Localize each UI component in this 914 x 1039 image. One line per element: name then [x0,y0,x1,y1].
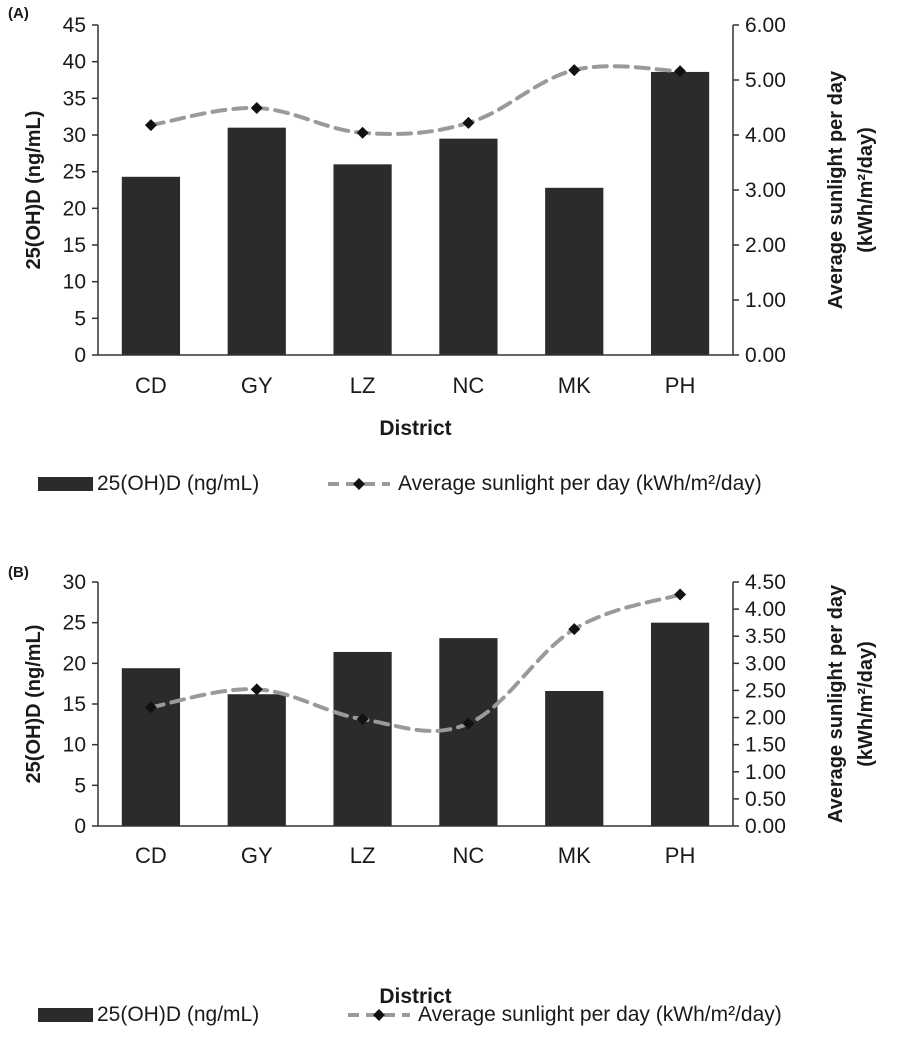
left-tick-label: 15 [63,234,86,257]
sunlight-point-gy [250,102,263,115]
left-tick-label: 0 [74,815,86,838]
left-axis-title: 25(OH)D (ng/mL) [23,111,45,270]
category-label: GY [241,373,273,398]
category-label: LZ [350,373,376,398]
right-tick-label: 0.50 [745,788,786,811]
left-tick-label: 5 [74,307,86,330]
x-axis-title: District [379,417,451,440]
left-tick-label: 30 [63,124,86,147]
left-tick-label: 20 [63,197,86,220]
right-tick-label: 2.00 [745,234,786,257]
category-label: CD [135,373,167,398]
right-axis-title-line1: Average sunlight per day [825,584,847,823]
category-label: GY [241,843,273,868]
left-tick-label: 25 [63,161,86,184]
right-tick-label: 2.00 [745,707,786,730]
sunlight-point-ph [674,588,687,601]
sunlight-point-lz [356,126,369,139]
sunlight-point-cd [144,701,157,714]
left-tick-label: 30 [63,571,86,594]
right-tick-label: 4.00 [745,124,786,147]
legend-line-marker [353,478,365,490]
legend: 25(OH)D (ng/mL) Average sunlight per day … [38,1003,782,1026]
sunlight-point-mk [568,623,581,636]
x-axis-title: District [379,985,451,1008]
category-label: PH [665,843,696,868]
bar-ph [650,622,710,826]
left-tick-label: 35 [63,87,86,110]
left-tick-label: 45 [63,14,86,37]
left-tick-label: 15 [63,693,86,716]
right-tick-label: 5.00 [745,69,786,92]
bar-gy [227,694,286,826]
sunlight-point-nc [462,116,475,129]
right-tick-label: 0.00 [745,344,786,367]
left-tick-label: 25 [63,612,86,635]
category-label: PH [665,373,696,398]
left-tick-label: 40 [63,51,86,74]
bar-mk [545,187,604,355]
sunlight-point-nc [462,717,475,730]
right-axis-title-line1: Average sunlight per day [825,70,847,309]
legend-line-marker [373,1009,385,1021]
right-tick-label: 3.00 [745,652,786,675]
legend: 25(OH)D (ng/mL) Average sunlight per day … [38,472,762,495]
left-axis-title: 25(OH)D (ng/mL) [23,625,45,784]
bar-ph [650,71,710,355]
right-tick-label: 3.00 [745,179,786,202]
legend-bar-swatch [38,1008,93,1022]
sunlight-point-mk [568,64,581,77]
category-label: MK [558,843,591,868]
legend-bar-label: 25(OH)D (ng/mL) [97,1003,259,1026]
sunlight-point-lz [356,713,369,726]
left-tick-label: 10 [63,734,86,757]
right-tick-label: 4.50 [745,571,786,594]
right-tick-label: 6.00 [745,14,786,37]
right-tick-label: 1.00 [745,761,786,784]
right-tick-label: 2.50 [745,679,786,702]
left-tick-label: 5 [74,774,86,797]
bar-mk [545,690,604,826]
right-tick-label: 4.00 [745,598,786,621]
right-tick-label: 3.50 [745,625,786,648]
category-label: NC [453,373,485,398]
bar-nc [439,138,498,355]
bar-lz [333,164,392,355]
legend-line-label: Average sunlight per day (kWh/m²/day) [418,1003,782,1026]
right-tick-label: 0.00 [745,815,786,838]
sunlight-point-ph [674,65,687,78]
chart-panel-a: (A) 0 5 10 15 20 25 30 35 40 45 0.00 1.00 2.00 3.00 4.0… [8,5,877,495]
panel-label: (A) [8,5,29,22]
sunlight-point-cd [144,119,157,132]
legend-bar-label: 25(OH)D (ng/mL) [97,472,259,495]
left-tick-label: 0 [74,344,86,367]
legend-line-label: Average sunlight per day (kWh/m²/day) [398,472,762,495]
bar-cd [121,668,181,826]
right-tick-label: 1.00 [745,289,786,312]
bar-cd [121,176,181,355]
bar-lz [333,651,392,826]
right-axis-title-line2: (kWh/m²/day) [855,641,877,767]
chart-panel-b: (B) 0 5 10 15 20 25 30 0.00 0.50 1.00 1.50 2.00 2.50 3… [8,564,877,1026]
sunlight-point-gy [250,683,263,696]
category-label: NC [453,843,485,868]
right-axis-title-line2: (kWh/m²/day) [855,127,877,253]
bar-gy [227,127,286,356]
left-tick-label: 20 [63,652,86,675]
legend-bar-swatch [38,477,93,491]
left-tick-label: 10 [63,271,86,294]
right-tick-label: 1.50 [745,734,786,757]
category-label: LZ [350,843,376,868]
panel-label: (B) [8,564,29,581]
bar-nc [439,638,498,826]
sunlight-line [148,64,683,136]
sunlight-line [148,592,683,733]
category-label: CD [135,843,167,868]
category-label: MK [558,373,591,398]
